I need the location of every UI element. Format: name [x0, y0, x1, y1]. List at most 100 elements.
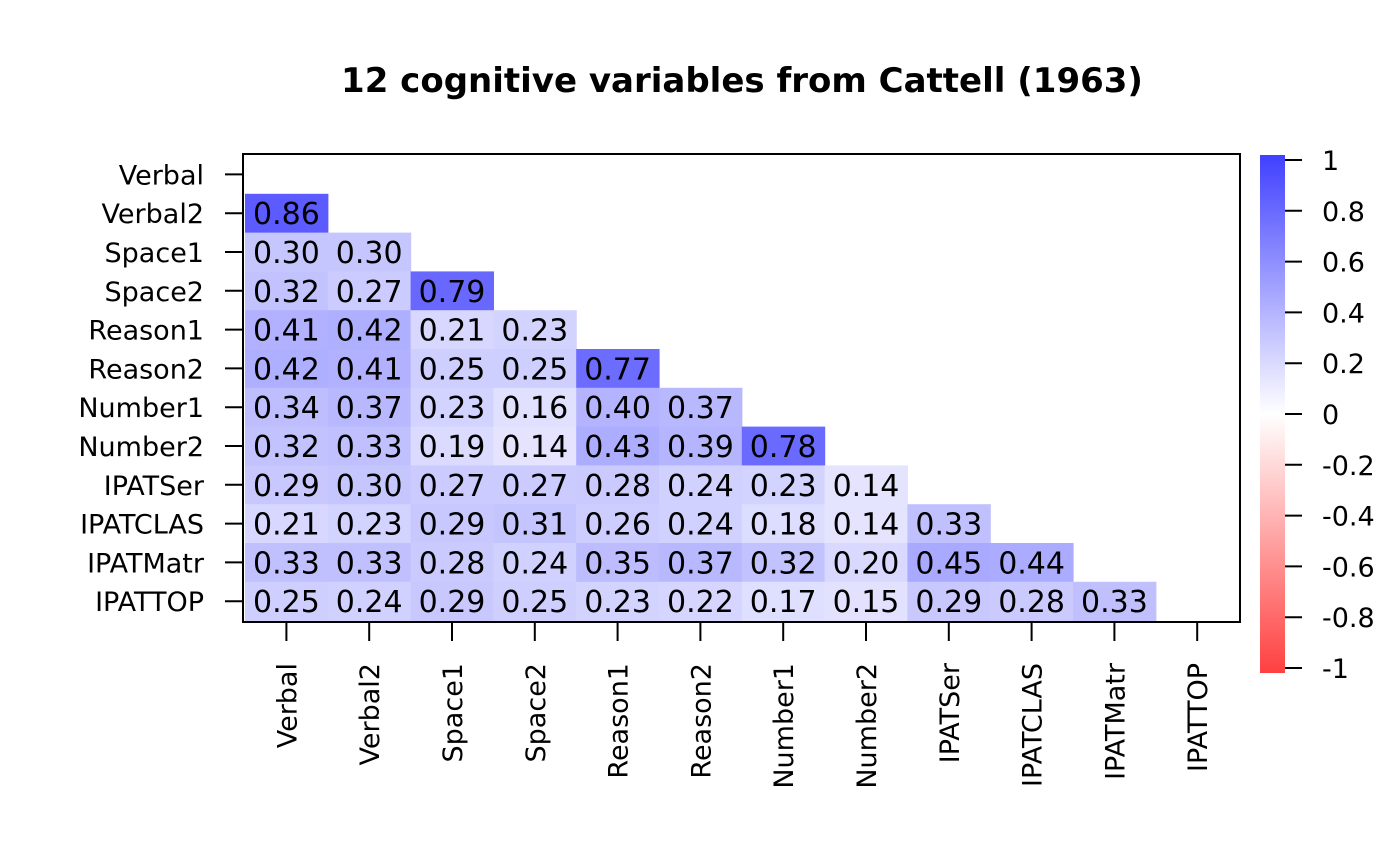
cell-value-label: 0.33: [253, 546, 320, 581]
cell-value-label: 0.39: [667, 430, 734, 465]
column-label: IPATSer: [935, 662, 966, 763]
heatmap-cell: [327, 581, 412, 622]
heatmap-cell: [824, 504, 908, 544]
heatmap-cell: [410, 271, 494, 311]
heatmap-cell: [659, 504, 743, 544]
cell-value-label: 0.14: [833, 508, 900, 543]
row-label: Reason1: [88, 316, 204, 347]
heatmap-cell: [907, 581, 991, 622]
heatmap-cell: [410, 581, 494, 622]
cell-value-label: 0.18: [750, 508, 817, 543]
heatmap-cell: [741, 543, 826, 583]
heatmap-cell: [410, 504, 494, 544]
column-label: Space1: [438, 663, 469, 762]
heatmap-cell: [824, 581, 908, 622]
column-label: Reason2: [686, 663, 717, 779]
cell-value-label: 0.30: [336, 469, 403, 504]
legend-tick-label: 1: [1322, 146, 1339, 177]
heatmap-cell: [659, 543, 743, 583]
heatmap-cell: [990, 581, 1074, 622]
legend-tick-label: -0.4: [1322, 502, 1375, 533]
heatmap-cell: [576, 349, 660, 389]
cell-value-label: 0.24: [667, 508, 734, 543]
legend-tick-label: 0.4: [1322, 298, 1365, 329]
legend-tick-label: 0: [1322, 400, 1339, 431]
cell-value-label: 0.15: [833, 585, 900, 620]
heatmap-cell: [245, 465, 329, 505]
cell-value-label: 0.19: [419, 430, 486, 465]
cell-value-label: 0.27: [419, 469, 486, 504]
heatmap-cell: [741, 504, 826, 544]
legend-tick-label: -0.6: [1322, 552, 1375, 583]
legend-color-bar: [1260, 155, 1285, 673]
heatmap-cell: [576, 387, 660, 428]
column-label: Verbal2: [355, 663, 386, 765]
cell-value-label: 0.23: [584, 585, 651, 620]
row-label: IPATTOP: [95, 587, 204, 618]
heatmap-cell: [327, 543, 412, 583]
heatmap-cell: [493, 465, 577, 505]
cell-value-label: 0.27: [501, 469, 568, 504]
row-label: Reason2: [88, 354, 204, 385]
column-label: Space2: [521, 663, 552, 762]
column-axis: Verbal Verbal2 Space1 Space2 Reason1 Reason2 N…: [272, 622, 1214, 789]
column-label: Number2: [852, 663, 883, 789]
cell-value-label: 0.44: [998, 546, 1065, 581]
heatmap-cell: [327, 271, 412, 311]
heatmap-cell: [1073, 581, 1157, 622]
heatmap-cell: [327, 387, 412, 428]
legend-tick-label: 0.2: [1322, 349, 1365, 380]
row-label: IPATCLAS: [80, 510, 204, 541]
cell-value-label: 0.29: [419, 585, 486, 620]
heatmap-cell: [741, 426, 826, 466]
cell-value-label: 0.33: [1081, 585, 1148, 620]
cell-value-label: 0.35: [584, 546, 651, 581]
heatmap-cell: [410, 387, 494, 428]
legend-tick-label: -0.8: [1322, 603, 1375, 634]
plot-frame: [242, 153, 1241, 623]
heatmap-cell: [659, 465, 743, 505]
heatmap-cell: [493, 310, 577, 350]
cell-value-label: 0.23: [750, 469, 817, 504]
cell-value-label: 0.21: [419, 314, 486, 349]
cell-value-label: 0.25: [419, 352, 486, 387]
row-label: Number2: [78, 432, 204, 463]
column-label: Number1: [769, 663, 800, 789]
cell-value-label: 0.86: [253, 197, 320, 232]
cell-value-label: 0.24: [667, 469, 734, 504]
heatmap-cell: [327, 465, 412, 505]
heatmap-cell: [245, 310, 329, 350]
row-label: IPATSer: [104, 471, 205, 502]
cell-value-label: 0.33: [336, 430, 403, 465]
cell-value-label: 0.77: [584, 352, 651, 387]
row-label: Verbal: [119, 160, 204, 191]
heatmap-cell: [493, 543, 577, 583]
heatmap-cell: [576, 504, 660, 544]
heatmap-cell: [493, 581, 577, 622]
cell-value-label: 0.25: [501, 585, 568, 620]
heatmap-cell: [245, 426, 329, 466]
heatmap-cell: [659, 581, 743, 622]
color-legend: 1 0.8 0.6 0.4 0.2 0 -0.2 -0.4 -0.6 -0.8 -1: [1260, 146, 1375, 685]
heatmap-cell: [990, 543, 1074, 583]
heatmap-cell: [327, 349, 412, 389]
cell-value-label: 0.28: [584, 469, 651, 504]
row-label: IPATMatr: [87, 548, 205, 579]
cell-value-label: 0.29: [915, 585, 982, 620]
heatmap-cell: [576, 581, 660, 622]
cell-value-label: 0.16: [501, 391, 568, 426]
cell-value-label: 0.14: [833, 469, 900, 504]
column-label: Verbal: [272, 663, 303, 748]
legend-tick-label: -1: [1322, 654, 1349, 685]
cell-value-label: 0.28: [419, 546, 486, 581]
cell-value-label: 0.23: [336, 508, 403, 543]
cell-value-label: 0.20: [833, 546, 900, 581]
column-label: IPATMatr: [1100, 662, 1131, 780]
heatmap-cell: [493, 426, 577, 466]
cell-value-label: 0.25: [501, 352, 568, 387]
cell-value-label: 0.23: [501, 314, 568, 349]
heatmap-cell: [741, 465, 826, 505]
cell-value-label: 0.34: [253, 391, 320, 426]
row-label: Number1: [78, 393, 204, 424]
heatmap-cell: [245, 232, 329, 272]
